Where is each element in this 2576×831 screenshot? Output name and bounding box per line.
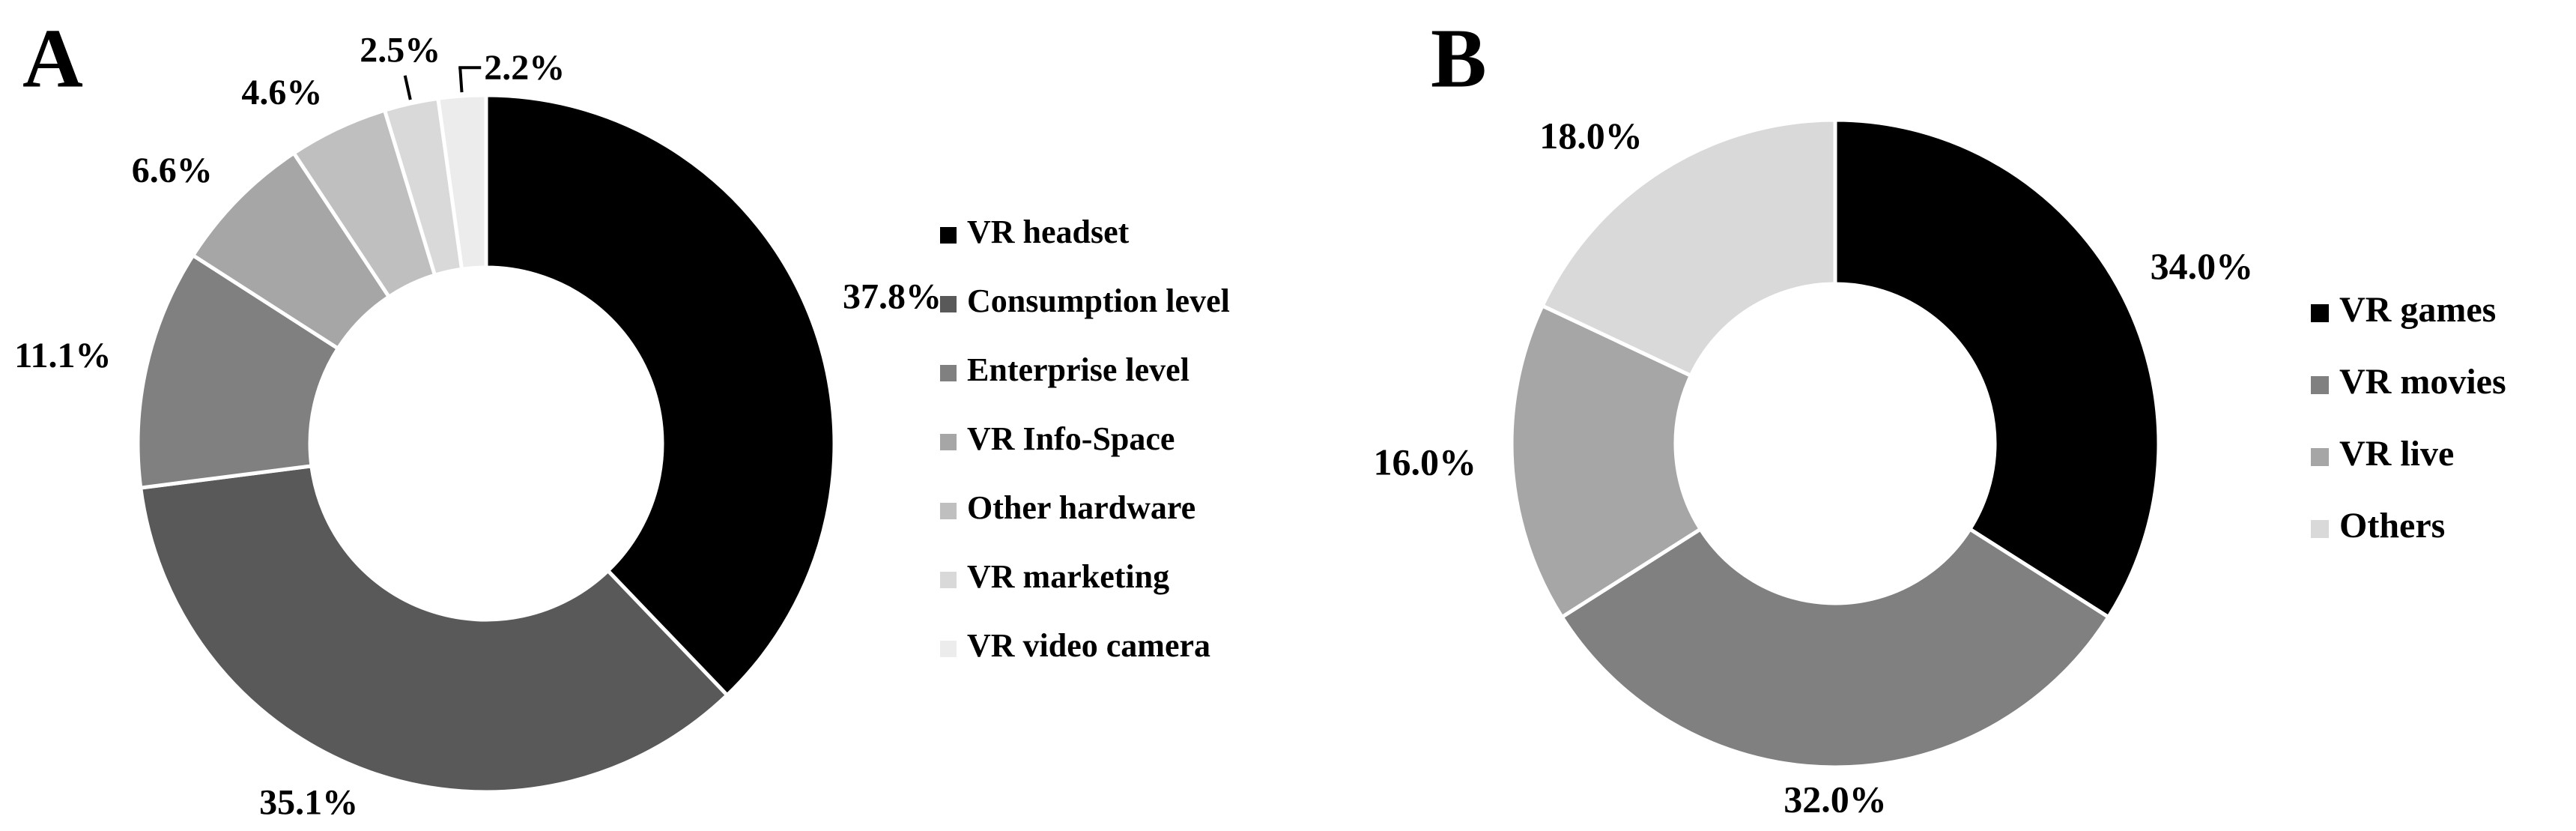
legend-swatch [940, 572, 957, 588]
data-label: 2.2% [484, 48, 565, 88]
leader-line [403, 75, 412, 100]
legend-label: Others [2339, 506, 2445, 546]
legend-swatch [2311, 376, 2329, 394]
legend-swatch [940, 227, 957, 244]
panel-label: B [1431, 13, 1487, 106]
data-label: 2.5% [360, 31, 440, 70]
donut-slice [1509, 303, 1703, 620]
leader-line [458, 67, 464, 93]
data-label: 35.1% [259, 783, 358, 823]
data-label: 32.0% [1783, 778, 1887, 820]
data-label: 34.0% [2151, 245, 2254, 287]
legend-swatch [940, 503, 957, 519]
data-label: 6.6% [132, 151, 213, 190]
legend-label: Enterprise level [967, 351, 1189, 388]
legend-swatch [2311, 520, 2329, 538]
legend-label: VR games [2339, 290, 2496, 330]
donut-slice [136, 253, 341, 490]
legend-swatch [940, 365, 957, 381]
legend-label: VR headset [967, 214, 1130, 250]
legend-swatch [940, 641, 957, 657]
legend-label: VR movies [2339, 362, 2506, 402]
data-label: 37.8% [843, 277, 942, 317]
data-label: 16.0% [1373, 441, 1476, 483]
legend-swatch [2311, 304, 2329, 322]
legend-label: VR Info-Space [967, 420, 1175, 457]
panel-label: A [22, 13, 83, 106]
legend-label: VR marketing [967, 558, 1169, 595]
legend-swatch [940, 434, 957, 450]
data-label: 11.1% [14, 336, 111, 375]
donut-slice [138, 464, 730, 794]
legend-label: VR live [2339, 434, 2454, 474]
data-label: 18.0% [1539, 115, 1643, 157]
donut-slice [436, 93, 488, 272]
donut-slice [484, 93, 837, 698]
legend-swatch [940, 296, 957, 312]
legend-swatch [2311, 448, 2329, 466]
legend-label: Other hardware [967, 489, 1195, 526]
donut-slice [1559, 526, 2112, 770]
donut-slice [1833, 118, 2161, 620]
data-label: 4.6% [241, 73, 322, 112]
legend-label: Consumption level [967, 282, 1230, 319]
donut-slice [1539, 118, 1837, 378]
legend-label: VR video camera [967, 627, 1210, 664]
